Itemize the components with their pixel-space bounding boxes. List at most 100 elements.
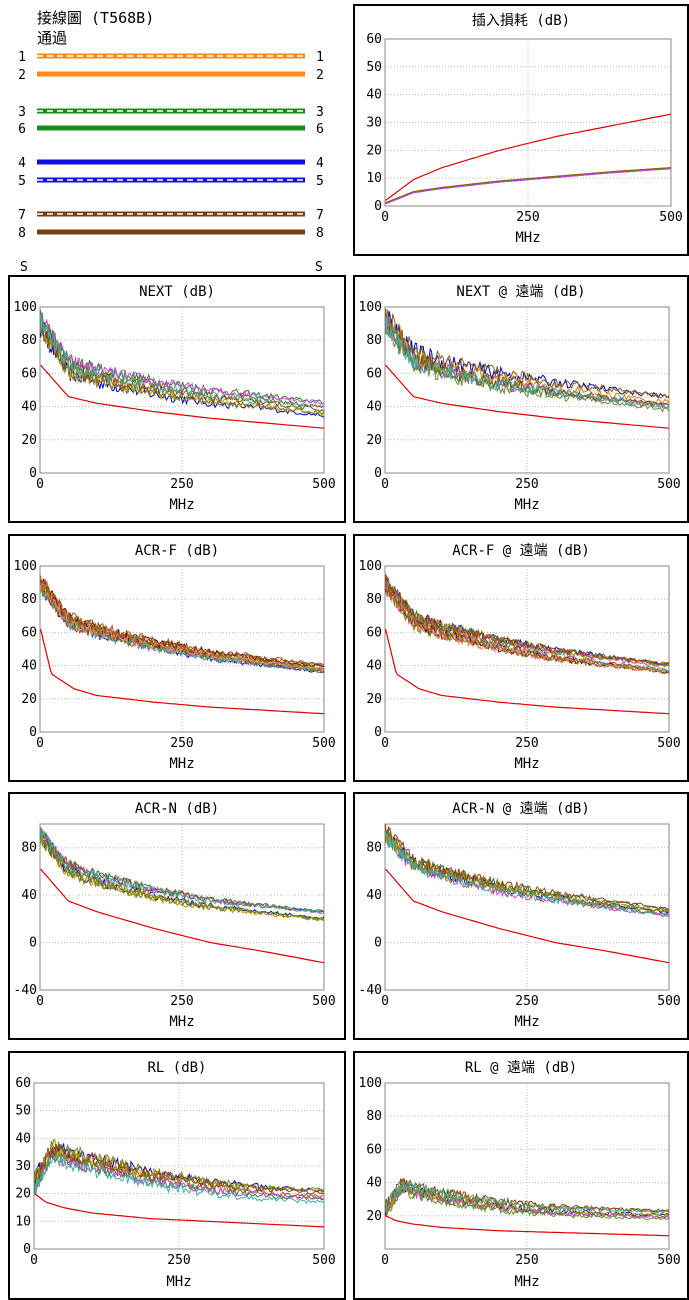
x-tick-label: 500 bbox=[312, 1253, 335, 1268]
y-tick-label: 40 bbox=[21, 659, 37, 674]
measurement-series bbox=[385, 168, 671, 205]
chart-title: NEXT (dB) bbox=[139, 284, 215, 300]
plot-area bbox=[39, 823, 325, 991]
y-tick-label: 0 bbox=[374, 466, 382, 481]
y-tick-label: 20 bbox=[21, 433, 37, 448]
y-tick-label: 40 bbox=[21, 888, 37, 903]
chart-title: RL @ 遠端 (dB) bbox=[465, 1060, 577, 1076]
y-tick-label: 40 bbox=[366, 659, 382, 674]
wiremap-end-right: S bbox=[315, 260, 323, 275]
x-tick-label: 250 bbox=[170, 736, 193, 751]
chart-title: ACR-N @ 遠端 (dB) bbox=[452, 801, 590, 817]
y-tick-label: 10 bbox=[15, 1214, 31, 1229]
x-axis-label: MHz bbox=[169, 1014, 194, 1030]
acr-f-remote-chart: ACR-F @ 遠端 (dB) 0 20 40 60 80 100 0 250 500 MHz bbox=[353, 534, 689, 782]
wire-pin-right: 2 bbox=[316, 68, 324, 83]
y-tick-label: 20 bbox=[366, 433, 382, 448]
x-axis-label: MHz bbox=[169, 756, 194, 772]
y-tick-label: -40 bbox=[359, 983, 382, 998]
wire-pin-left: 3 bbox=[18, 105, 26, 120]
plot-area bbox=[384, 306, 670, 474]
rl-chart: RL (dB) 0 10 20 30 40 50 60 0 250 500 MHz bbox=[8, 1051, 346, 1300]
limit-line bbox=[34, 1193, 324, 1228]
wire-pin-right: 6 bbox=[316, 122, 324, 137]
y-tick-label: 100 bbox=[14, 559, 37, 574]
next-remote-chart: NEXT @ 遠端 (dB) 0 20 40 60 80 100 0 250 500 MHz bbox=[353, 275, 689, 523]
x-tick-label: 500 bbox=[657, 994, 680, 1009]
measurement-series bbox=[34, 1153, 324, 1204]
x-tick-label: 250 bbox=[516, 210, 539, 225]
x-axis-label: MHz bbox=[514, 1274, 539, 1290]
chart-title: ACR-F (dB) bbox=[135, 543, 219, 559]
measurement-series bbox=[40, 314, 324, 408]
measurement-series bbox=[40, 578, 324, 665]
measurement-series bbox=[385, 574, 669, 666]
rl-remote-chart: RL @ 遠端 (dB) 20 40 60 80 100 0 250 500 MHz bbox=[353, 1051, 689, 1300]
x-tick-label: 250 bbox=[515, 477, 538, 492]
y-tick-label: 40 bbox=[366, 888, 382, 903]
y-tick-label: 60 bbox=[366, 625, 382, 640]
measurement-series bbox=[385, 831, 669, 917]
x-tick-label: 0 bbox=[381, 736, 389, 751]
y-tick-label: 0 bbox=[374, 936, 382, 951]
x-axis-label: MHz bbox=[515, 230, 540, 246]
y-tick-label: 0 bbox=[23, 1242, 31, 1257]
plot-area bbox=[39, 565, 325, 733]
y-tick-label: 100 bbox=[14, 300, 37, 315]
y-tick-label: 20 bbox=[366, 1209, 382, 1224]
x-tick-label: 0 bbox=[36, 994, 44, 1009]
chart-title: ACR-F @ 遠端 (dB) bbox=[452, 543, 590, 559]
y-tick-label: 20 bbox=[21, 692, 37, 707]
wiremap-end-left: S bbox=[20, 260, 28, 275]
x-tick-label: 500 bbox=[312, 736, 335, 751]
measurement-series bbox=[40, 832, 324, 921]
x-tick-label: 500 bbox=[312, 477, 335, 492]
y-tick-label: 80 bbox=[366, 333, 382, 348]
chart-title: 插入損耗 (dB) bbox=[472, 13, 570, 29]
x-tick-label: 250 bbox=[515, 736, 538, 751]
x-axis-label: MHz bbox=[166, 1274, 191, 1290]
limit-line bbox=[385, 364, 669, 429]
chart-svg: NEXT @ 遠端 (dB) 0 20 40 60 80 100 0 250 500 MHz bbox=[359, 284, 681, 513]
x-axis-label: MHz bbox=[169, 497, 194, 513]
measurement-series bbox=[40, 827, 324, 913]
wiremap-diagram: 1 1 2 2 3 3 6 6 4 4 5 5 7 7 8 8 S S bbox=[18, 50, 324, 275]
chart-svg: NEXT (dB) 0 20 40 60 80 100 0 250 500 MHz bbox=[14, 284, 336, 513]
wire-pin-left: 8 bbox=[18, 226, 26, 241]
measurement-series bbox=[385, 316, 669, 409]
y-tick-label: 60 bbox=[366, 32, 382, 47]
plot-area bbox=[39, 306, 325, 474]
wire-pin-right: 1 bbox=[316, 50, 324, 65]
y-tick-label: 60 bbox=[15, 1076, 31, 1091]
y-tick-label: 0 bbox=[374, 199, 382, 214]
x-tick-label: 500 bbox=[657, 736, 680, 751]
wire-pin-left: 1 bbox=[18, 50, 26, 65]
measurement-series bbox=[385, 1180, 669, 1214]
limit-line bbox=[385, 1215, 669, 1237]
y-tick-label: 60 bbox=[21, 366, 37, 381]
measurement-series bbox=[385, 582, 669, 674]
measurement-series bbox=[34, 1149, 324, 1201]
y-tick-label: 80 bbox=[366, 592, 382, 607]
x-tick-label: 250 bbox=[515, 994, 538, 1009]
y-tick-label: 20 bbox=[366, 143, 382, 158]
measurement-series bbox=[34, 1138, 324, 1192]
x-tick-label: 250 bbox=[167, 1253, 190, 1268]
x-axis-label: MHz bbox=[514, 756, 539, 772]
x-tick-label: 500 bbox=[312, 994, 335, 1009]
measurement-series bbox=[385, 581, 669, 675]
y-tick-label: 30 bbox=[15, 1159, 31, 1174]
y-tick-label: 0 bbox=[374, 725, 382, 740]
limit-line bbox=[40, 868, 324, 964]
wire-pin-right: 7 bbox=[316, 208, 324, 223]
chart-svg: ACR-F (dB) 0 20 40 60 80 100 0 250 500 MHz bbox=[14, 543, 336, 772]
measurement-series bbox=[385, 1186, 669, 1220]
chart-svg: RL @ 遠端 (dB) 20 40 60 80 100 0 250 500 MHz bbox=[359, 1060, 681, 1290]
x-tick-label: 0 bbox=[381, 1253, 389, 1268]
y-tick-label: 80 bbox=[366, 1109, 382, 1124]
measurement-series bbox=[34, 1144, 324, 1195]
x-tick-label: 500 bbox=[657, 1253, 680, 1268]
x-tick-label: 0 bbox=[381, 994, 389, 1009]
